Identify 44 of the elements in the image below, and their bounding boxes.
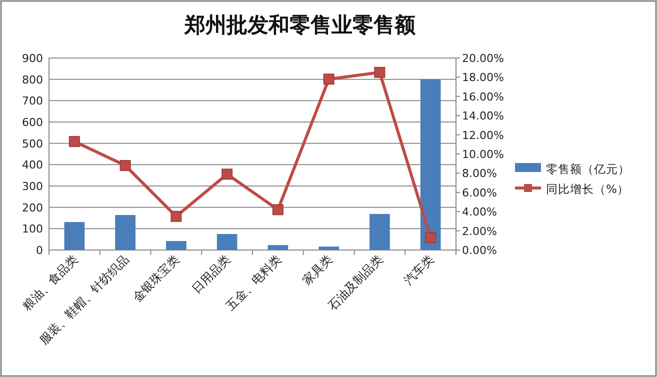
y-tick-label: 800: [22, 73, 43, 86]
y2-tick-label: 0.00%: [462, 244, 497, 257]
x-tick-label: 金银珠宝类: [130, 252, 182, 305]
bar: [318, 246, 339, 250]
bar: [216, 234, 238, 250]
y2-tick-label: 6.00%: [462, 186, 497, 200]
point: [120, 160, 131, 172]
point: [425, 232, 436, 244]
point: [323, 74, 334, 85]
y-tick-label: 100: [22, 222, 43, 236]
y2-tick-label: 10.00%: [462, 148, 504, 161]
point: [222, 168, 233, 180]
chart-title: 郑州批发和零售业零售额: [184, 12, 416, 37]
point: [272, 204, 284, 216]
point: [374, 66, 386, 78]
bar: [166, 241, 186, 250]
legend-label: 零售额（亿元）: [546, 162, 630, 176]
bar: [420, 79, 441, 250]
y2-tick-label: 12.00%: [462, 128, 504, 142]
y-tick-label: 200: [22, 201, 43, 214]
bar: [370, 214, 390, 250]
bar: [268, 245, 288, 250]
x-tick-label: 汽车类: [401, 252, 437, 288]
x-tick-label: 家具类: [300, 252, 335, 288]
y-tick-label: 900: [22, 52, 43, 65]
legend-label: 同比增长（%）: [546, 182, 629, 196]
bar: [115, 215, 136, 250]
bar: [64, 222, 85, 250]
y2-tick-label: 4.00%: [462, 206, 497, 219]
y2-tick-label: 18.00%: [462, 71, 504, 84]
y-tick-label: 300: [22, 180, 43, 193]
y-tick-label: 500: [22, 137, 43, 150]
point: [68, 136, 80, 148]
y-tick-label: 700: [22, 94, 43, 108]
y-tick-label: 400: [22, 158, 43, 172]
y2-tick-label: 2.00%: [462, 224, 497, 238]
y-tick-label: 600: [22, 116, 43, 129]
y2-tick-label: 16.00%: [462, 90, 504, 104]
y2-tick-label: 14.00%: [462, 110, 504, 123]
point: [170, 210, 182, 222]
y2-tick-label: 8.00%: [462, 167, 497, 180]
x-tick-label: 日用品类: [189, 252, 234, 296]
y-tick-label: 0: [36, 244, 43, 257]
y2-tick-label: 20.00%: [462, 52, 504, 65]
